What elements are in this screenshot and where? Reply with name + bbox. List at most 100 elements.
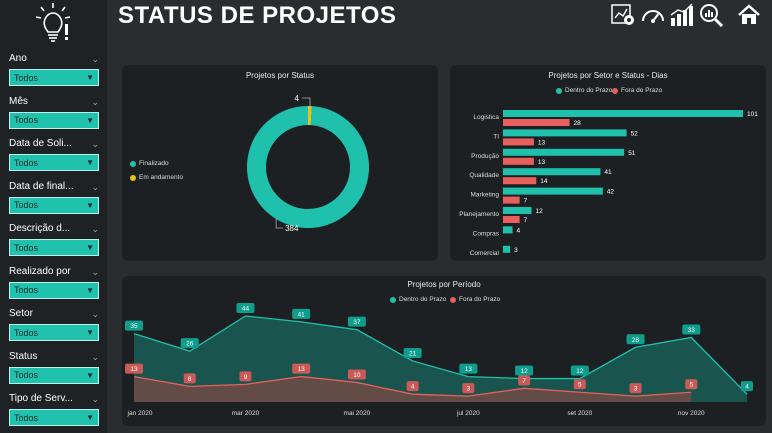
svg-text:4: 4 — [411, 384, 415, 391]
category-label: Comercial — [470, 250, 500, 257]
bar-chart-icon[interactable] — [669, 3, 695, 27]
data-label-fora: 8 — [183, 373, 196, 384]
filter-value: Todos — [14, 412, 39, 423]
filter-dropdown[interactable]: Todos ▼ — [9, 154, 99, 171]
bar-fora[interactable] — [503, 157, 534, 165]
donut-slice-em-andamento[interactable] — [308, 106, 312, 126]
chevron-down-icon[interactable]: ⌄ — [91, 266, 99, 277]
line-fora[interactable] — [133, 375, 692, 397]
filter-2: Data de Soli... ⌄ Todos ▼ — [9, 137, 99, 171]
chevron-down-icon[interactable]: ⌄ — [91, 181, 99, 192]
svg-text:28: 28 — [632, 337, 640, 344]
filter-dropdown[interactable]: Todos ▼ — [9, 324, 99, 341]
bar-dentro[interactable] — [503, 129, 627, 137]
bar-fora[interactable] — [503, 119, 570, 126]
leader-line — [301, 97, 311, 107]
legend-dot — [556, 87, 562, 94]
data-label: 13 — [538, 159, 546, 166]
filter-3: Data de final... ⌄ Todos ▼ — [9, 180, 99, 214]
status-card-title: Projetos por Status — [245, 71, 315, 80]
legend-label: Fora do Prazo — [621, 87, 663, 94]
data-label-dentro: 35 — [125, 320, 143, 331]
legend-label: Em andamento — [139, 174, 184, 181]
line-dentro[interactable] — [133, 315, 748, 395]
filter-6: Setor ⌄ Todos ▼ — [9, 307, 99, 341]
bar-dentro[interactable] — [503, 187, 603, 195]
filter-value: Todos — [14, 242, 39, 253]
data-label-dentro: 13 — [459, 363, 478, 374]
chevron-down-icon[interactable]: ⌄ — [91, 54, 99, 64]
svg-text:41: 41 — [298, 311, 306, 318]
bar-fora[interactable] — [503, 177, 537, 185]
filter-7: Status ⌄ Todos ▼ — [9, 350, 99, 384]
legend-item-dentro: Dentro do Prazo — [390, 296, 446, 303]
dropdown-arrow-icon: ▼ — [86, 243, 94, 252]
filter-dropdown[interactable]: Todos ▼ — [9, 409, 99, 426]
svg-text:12: 12 — [520, 368, 528, 375]
chevron-down-icon[interactable]: ⌄ — [91, 309, 99, 319]
chevron-down-icon[interactable]: ⌄ — [91, 139, 99, 149]
svg-text:12: 12 — [576, 368, 584, 375]
chevron-down-icon[interactable]: ⌄ — [91, 394, 99, 404]
filter-dropdown[interactable]: Todos ▼ — [9, 281, 99, 299]
filter-value: Todos — [14, 200, 39, 210]
bar-fora[interactable] — [503, 138, 534, 146]
legend-label: Fora do Prazo — [459, 296, 501, 303]
data-label: 12 — [536, 208, 544, 215]
chevron-down-icon[interactable]: ⌄ — [91, 224, 99, 234]
bar-dentro[interactable] — [503, 148, 625, 156]
data-label-fora: 9 — [239, 371, 252, 382]
sector-bar-chart: Logistica 101 28 TI 52 13 Produção 51 13 Qualidad… — [459, 110, 758, 257]
svg-text:26: 26 — [186, 341, 194, 348]
lightbulb-idea-icon — [35, 3, 71, 42]
data-label-fora: 13 — [292, 363, 311, 374]
data-label: 3 — [514, 247, 518, 254]
filter-label: Data de Soli... ⌄ — [9, 138, 99, 149]
chevron-down-icon[interactable]: ⌄ — [91, 351, 99, 362]
report-icon[interactable] — [610, 3, 636, 27]
data-label-fora: 3 — [629, 383, 642, 394]
filter-label: Data de final... ⌄ — [9, 180, 99, 192]
x-tick-label: jul 2020 — [456, 410, 480, 417]
data-label-dentro: 33 — [682, 324, 701, 335]
filter-dropdown[interactable]: Todos ▼ — [9, 69, 99, 86]
gauge-icon[interactable] — [640, 3, 666, 27]
filter-dropdown[interactable]: Todos ▼ — [9, 196, 99, 214]
svg-text:44: 44 — [242, 306, 250, 313]
sector-card-title: Projetos por Setor e Status - Dias — [548, 71, 668, 80]
home-icon[interactable] — [737, 3, 761, 27]
data-label: 28 — [574, 120, 582, 127]
legend-dot — [130, 174, 136, 181]
search-analytics-icon[interactable] — [698, 3, 724, 27]
filter-dropdown[interactable]: Todos ▼ — [9, 366, 99, 384]
dropdown-arrow-icon: ▼ — [86, 158, 94, 167]
bar-dentro[interactable] — [503, 226, 513, 234]
svg-text:5: 5 — [578, 382, 582, 389]
svg-text:3: 3 — [467, 386, 471, 393]
data-label: 41 — [604, 169, 612, 176]
bar-dentro[interactable] — [503, 245, 511, 253]
data-label: 14 — [540, 178, 548, 185]
bar-dentro[interactable] — [503, 207, 532, 214]
category-label: Compras — [473, 230, 500, 237]
status-donut-chart: 4 384 — [247, 94, 370, 233]
donut-slice-finalizado[interactable] — [247, 106, 370, 228]
bar-dentro[interactable] — [503, 168, 601, 176]
legend-label: Dentro do Prazo — [399, 296, 447, 303]
data-label-fora: 7 — [518, 375, 531, 386]
bar-fora[interactable] — [503, 196, 520, 204]
bar-fora[interactable] — [503, 216, 520, 223]
svg-text:3: 3 — [634, 386, 638, 393]
filter-dropdown[interactable]: Todos ▼ — [9, 239, 99, 256]
data-label-dentro: 26 — [180, 338, 199, 349]
filter-value: Todos — [14, 72, 39, 83]
bar-dentro[interactable] — [503, 110, 743, 117]
chevron-down-icon[interactable]: ⌄ — [91, 96, 99, 107]
data-label: 7 — [524, 217, 528, 224]
filter-dropdown[interactable]: Todos ▼ — [9, 111, 99, 129]
svg-text:7: 7 — [522, 378, 526, 385]
data-label-dentro: 44 — [236, 303, 255, 313]
x-tick-label: nov 2020 — [678, 410, 705, 417]
data-label-fora: 13 — [125, 363, 143, 374]
filter-label: Status ⌄ — [9, 350, 99, 362]
